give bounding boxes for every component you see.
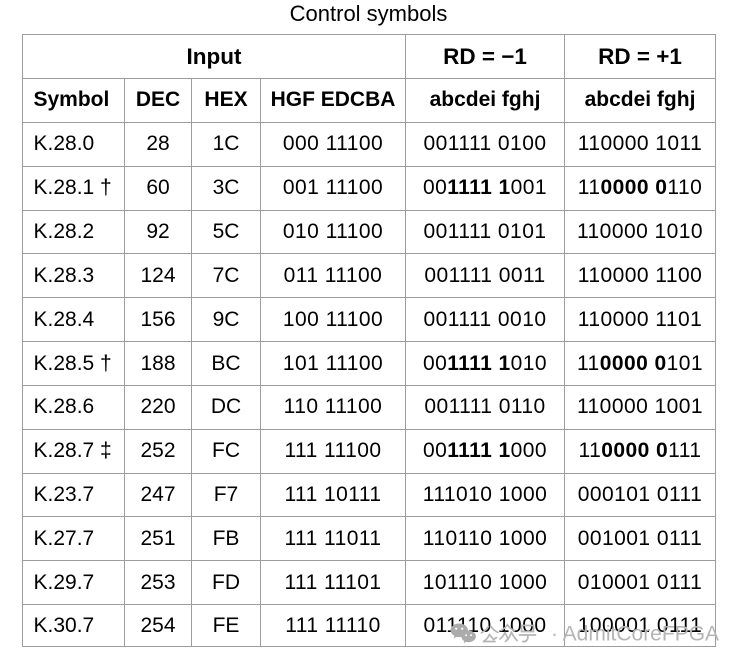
svg-text:· AdmitCoreFPGA: · AdmitCoreFPGA (551, 623, 719, 646)
